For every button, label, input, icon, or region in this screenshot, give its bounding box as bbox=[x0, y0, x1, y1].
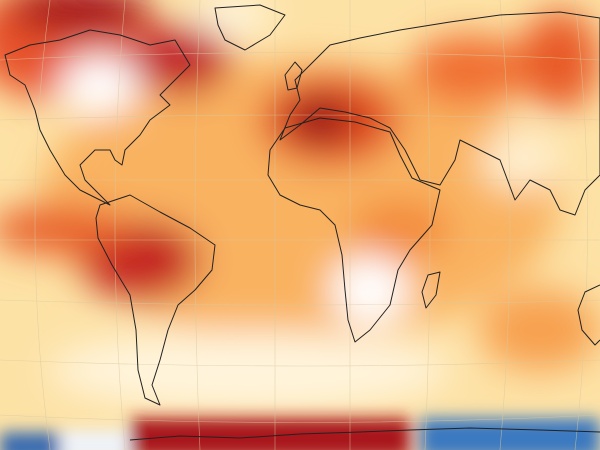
europe-asia bbox=[279, 11, 600, 216]
antarctica bbox=[129, 427, 600, 441]
british-isles bbox=[284, 61, 303, 91]
antarctic-field bbox=[0, 418, 600, 450]
greenland bbox=[214, 4, 286, 51]
north-america bbox=[4, 29, 191, 206]
australia-edge bbox=[577, 284, 600, 346]
coastlines bbox=[4, 4, 600, 441]
south-america bbox=[95, 194, 216, 406]
africa bbox=[267, 117, 441, 343]
madagascar bbox=[421, 271, 441, 309]
